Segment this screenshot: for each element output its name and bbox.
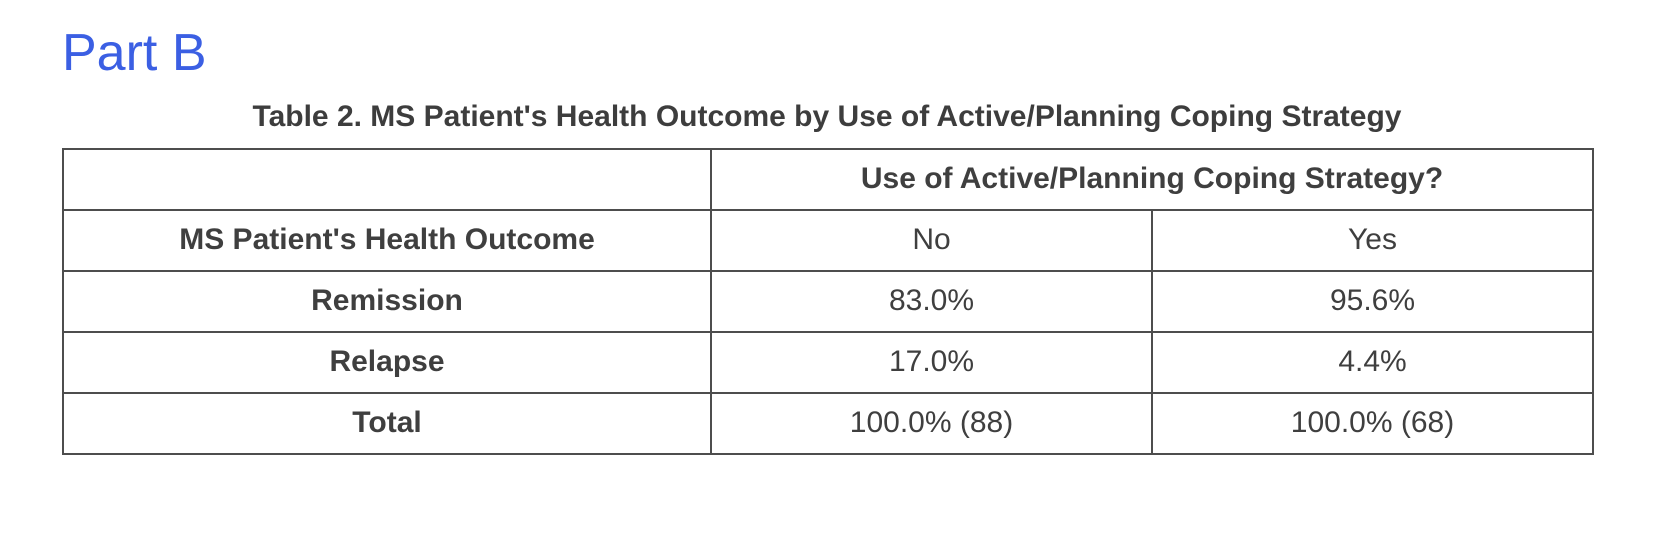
cell-empty-corner (62, 147, 712, 211)
cell-remission-yes: 95.6% (1150, 269, 1595, 333)
cell-relapse-yes: 4.4% (1150, 330, 1595, 394)
cell-spanner-header: Use of Active/Planning Coping Strategy? (709, 147, 1595, 211)
table-row-remission: Remission 83.0% 95.6% (62, 269, 1595, 333)
cell-column-header-yes: Yes (1150, 208, 1595, 272)
cell-relapse-no: 17.0% (710, 330, 1153, 394)
cell-total-yes: 100.0% (68) (1150, 391, 1595, 455)
cell-column-header-no: No (710, 208, 1153, 272)
table-row-relapse: Relapse 17.0% 4.4% (62, 330, 1595, 394)
table-row-spanner: Use of Active/Planning Coping Strategy? (62, 147, 1595, 211)
cell-relapse-label: Relapse (62, 330, 712, 394)
cell-remission-no: 83.0% (710, 269, 1153, 333)
contingency-table: Use of Active/Planning Coping Strategy? … (62, 147, 1595, 455)
content-area: Part B Table 2. MS Patient's Health Outc… (62, 24, 1595, 455)
part-b-heading: Part B (62, 24, 207, 82)
table-row-total: Total 100.0% (88) 100.0% (68) (62, 391, 1595, 455)
cell-stub-header: MS Patient's Health Outcome (62, 208, 712, 272)
table-section: Table 2. MS Patient's Health Outcome by … (62, 100, 1595, 455)
table-row-column-headers: MS Patient's Health Outcome No Yes (62, 208, 1595, 272)
cell-remission-label: Remission (62, 269, 712, 333)
cell-total-no: 100.0% (88) (710, 391, 1153, 455)
table-title: Table 2. MS Patient's Health Outcome by … (252, 100, 1402, 134)
cell-total-label: Total (62, 391, 712, 455)
